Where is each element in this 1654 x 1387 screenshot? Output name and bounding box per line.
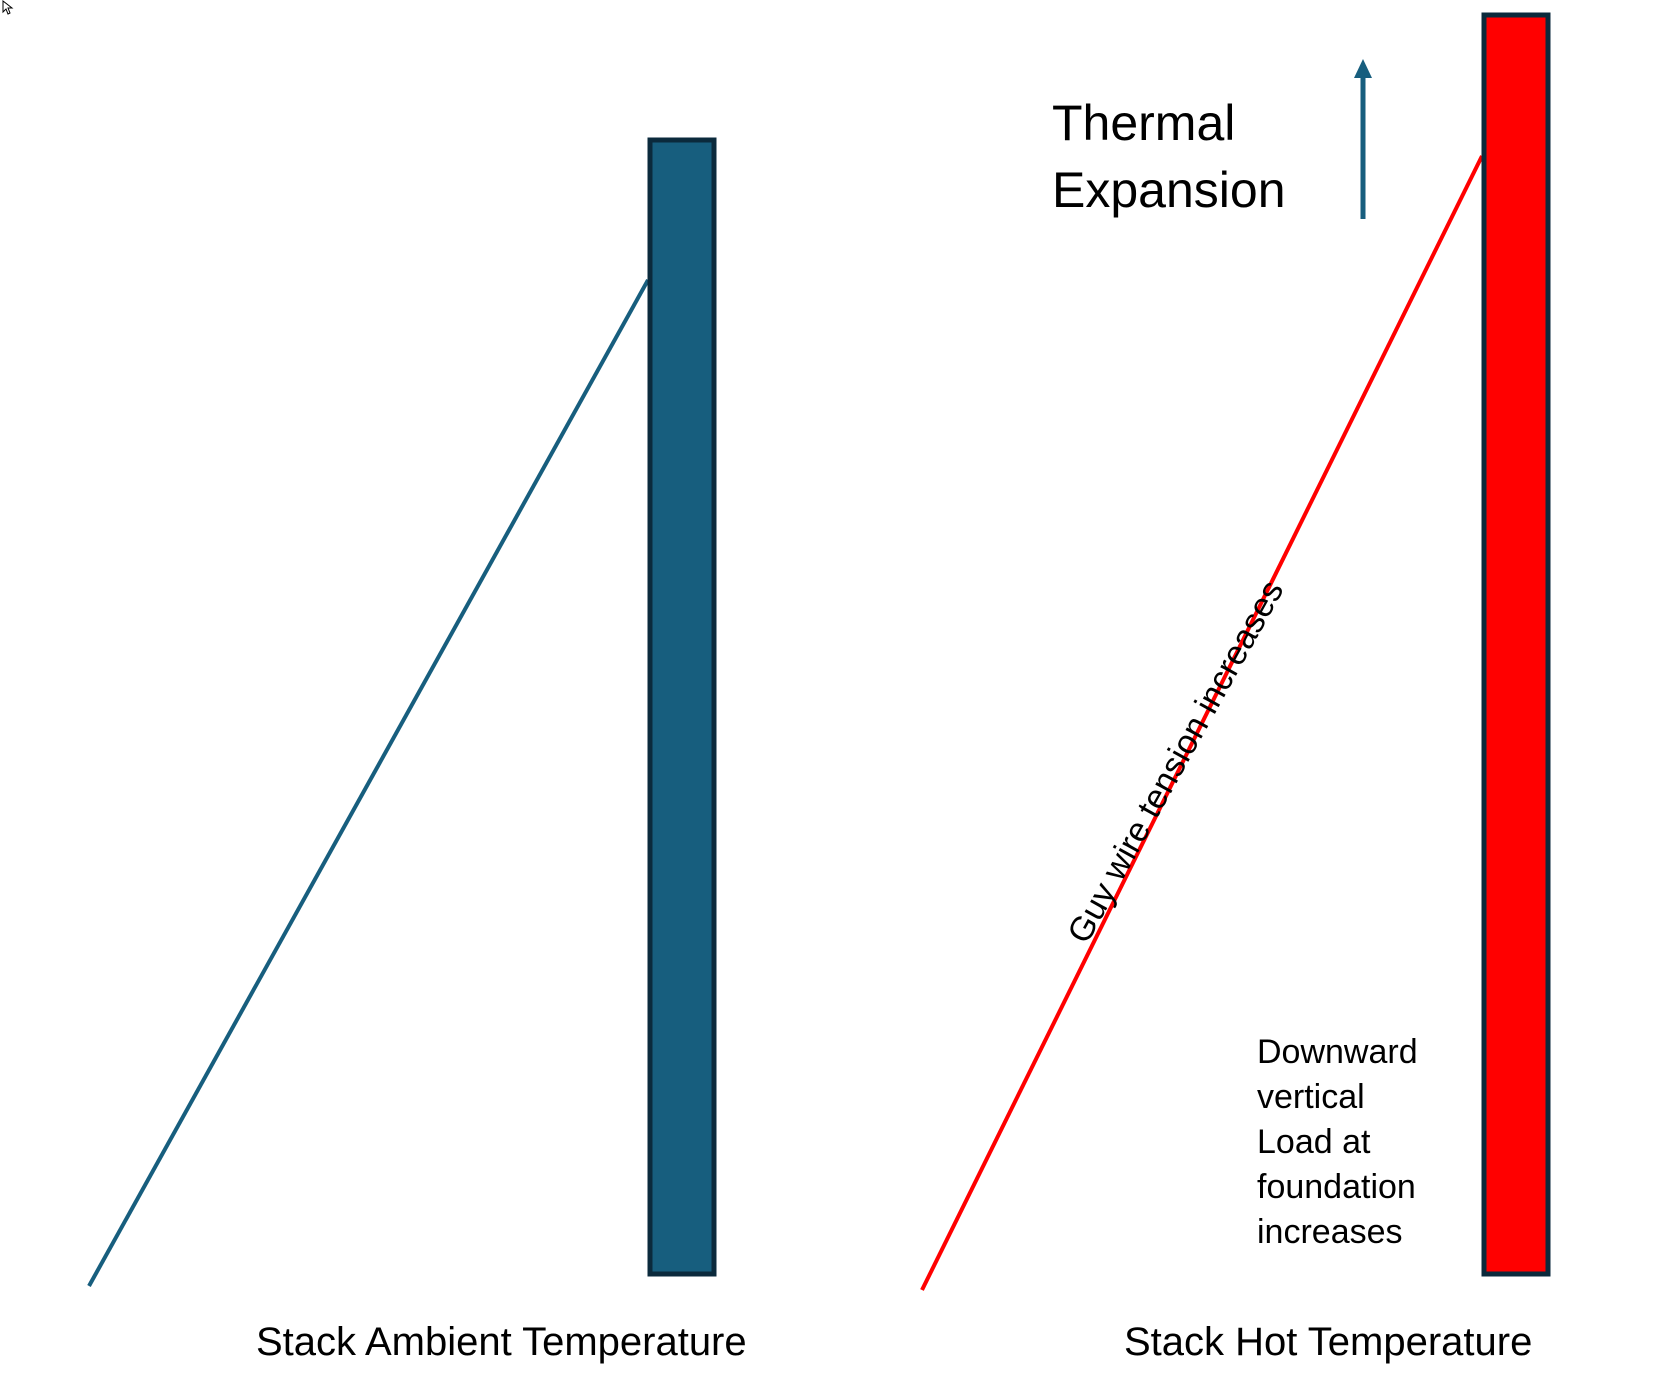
hot-stack xyxy=(1481,12,1551,1277)
load-label-line: increases xyxy=(1257,1213,1403,1251)
load-label-line: foundation xyxy=(1257,1168,1416,1206)
load-label-line: Downward xyxy=(1257,1033,1418,1071)
hot-guy-wire xyxy=(920,155,1484,1291)
load-label-line: vertical xyxy=(1257,1078,1365,1116)
load-label-line: Load at xyxy=(1257,1123,1371,1161)
arrow-up-icon xyxy=(1354,59,1372,219)
downward-load-label: Downward vertical Load at foundation inc… xyxy=(1257,1030,1457,1255)
thermal-label-line: Expansion xyxy=(1052,162,1286,218)
ambient-guy-wire xyxy=(87,279,650,1287)
ambient-caption: Stack Ambient Temperature xyxy=(256,1320,747,1364)
thermal-label-line: Thermal xyxy=(1052,95,1236,151)
thermal-expansion-label: Thermal Expansion xyxy=(1052,90,1286,224)
mouse-cursor-icon xyxy=(2,0,14,15)
ambient-stack xyxy=(647,137,717,1277)
hot-caption: Stack Hot Temperature xyxy=(1124,1320,1533,1364)
